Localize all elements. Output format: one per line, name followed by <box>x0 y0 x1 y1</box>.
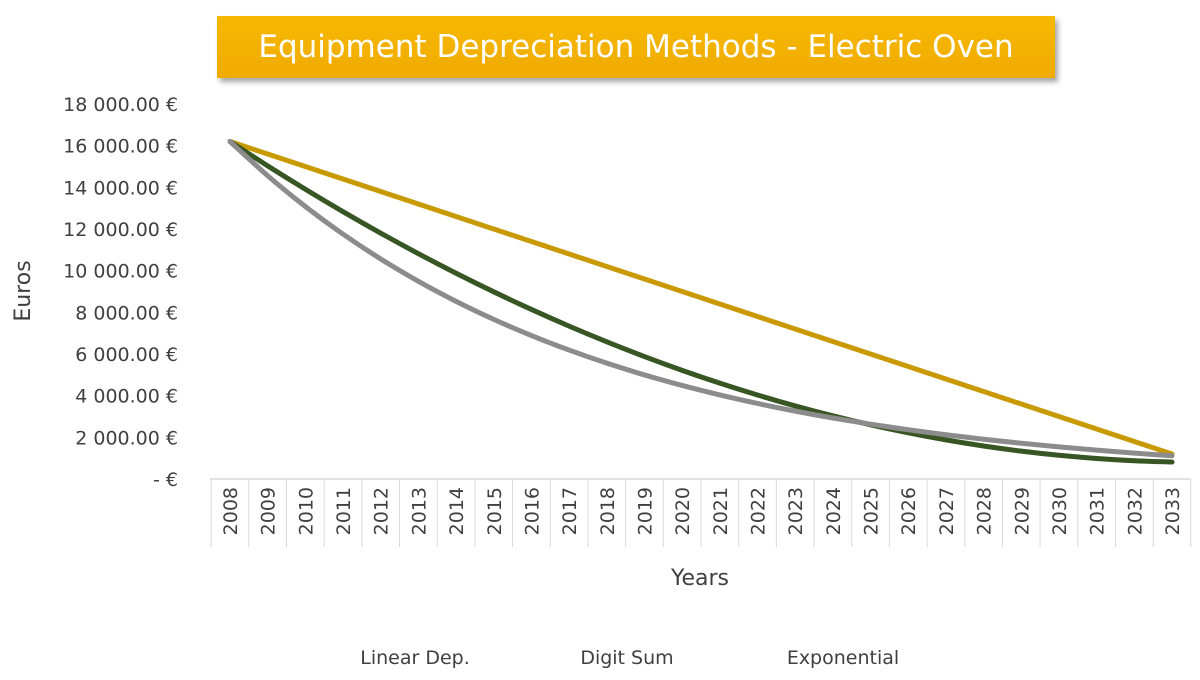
series-line-digit-sum <box>227 139 1175 465</box>
x-tick-label: 2027 <box>936 487 958 535</box>
x-tick-label: 2012 <box>371 487 393 535</box>
x-tick-label: 2016 <box>521 487 543 535</box>
x-tick-label: 2024 <box>823 487 845 535</box>
y-tick-label: 12 000.00 € <box>63 219 178 241</box>
x-tick-label: 2014 <box>446 487 468 535</box>
x-tick-label: 2026 <box>898 487 920 535</box>
x-tick-label: 2008 <box>220 487 242 535</box>
x-tick-label: 2017 <box>559 487 581 535</box>
x-tick-label: 2009 <box>258 487 280 535</box>
x-tick-label: 2019 <box>634 487 656 535</box>
x-tick-label: 2033 <box>1162 487 1184 535</box>
chart-title: Equipment Depreciation Methods - Electri… <box>258 29 1014 65</box>
x-tick-label: 2029 <box>1011 487 1033 535</box>
x-tick-label: 2025 <box>861 487 883 535</box>
x-tick-label: 2023 <box>785 487 807 535</box>
chart-title-box: Equipment Depreciation Methods - Electri… <box>217 16 1055 78</box>
x-tick-label: 2032 <box>1124 487 1146 535</box>
x-tick-label: 2015 <box>484 487 506 535</box>
y-tick-label: 14 000.00 € <box>63 177 178 199</box>
y-tick-label: 18 000.00 € <box>63 94 178 116</box>
y-tick-label: 2 000.00 € <box>75 427 178 449</box>
y-tick-label: 6 000.00 € <box>75 344 178 366</box>
series-line-exponential <box>227 139 1175 459</box>
legend-entry: Linear Dep. <box>360 647 470 669</box>
x-tick-label: 2022 <box>748 487 770 535</box>
x-tick-label: 2031 <box>1087 487 1109 535</box>
y-tick-label: 10 000.00 € <box>63 261 178 283</box>
y-tick-label: 16 000.00 € <box>63 136 178 158</box>
x-tick-label: 2013 <box>408 487 430 535</box>
series-line-linear-dep <box>227 139 1175 457</box>
x-axis-label: Years <box>670 566 729 591</box>
y-tick-label: 4 000.00 € <box>75 386 178 408</box>
legend-entry: Exponential <box>787 647 899 669</box>
x-tick-label: 2018 <box>597 487 619 535</box>
y-tick-label: - € <box>153 469 178 491</box>
x-tick-label: 2010 <box>295 487 317 535</box>
x-tick-label: 2028 <box>974 487 996 535</box>
legend-entry: Digit Sum <box>580 647 673 669</box>
x-tick-label: 2011 <box>333 487 355 535</box>
x-tick-label: 2030 <box>1049 487 1071 535</box>
x-tick-label: 2020 <box>672 487 694 535</box>
x-tick-label: 2021 <box>710 487 732 535</box>
y-tick-label: 8 000.00 € <box>75 302 178 324</box>
y-axis-label: Euros <box>11 260 36 321</box>
